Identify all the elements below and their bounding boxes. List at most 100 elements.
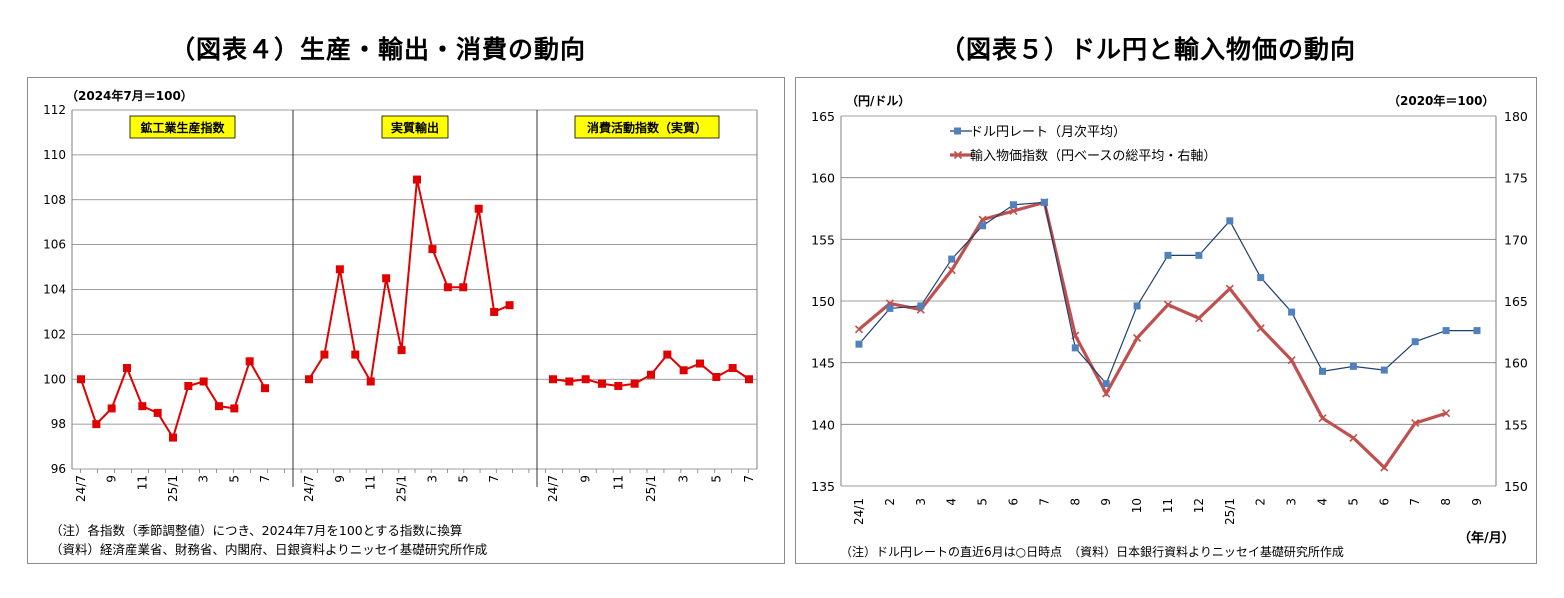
chart4-ytick-label: 108 [43,193,66,207]
chart4-xtick-label: 11 [611,475,625,490]
chart5-legend-marker [953,150,963,160]
chart4-note-2: （資料）経済産業省、財務省、内閣府、日銀資料よりニッセイ基礎研究所作成 [50,542,487,557]
chart4-xtick-label: 7 [258,475,272,483]
chart5-left-ytick-label: 140 [811,417,835,432]
chart5-data-point [1164,251,1172,259]
chart4-data-point [663,350,672,359]
chart4-ytick-label: 110 [43,148,66,162]
chart4-data-point [320,350,329,359]
chart5-data-point [1163,300,1173,309]
chart5-data-point [1318,414,1327,423]
chart5-xtick-label: 9 [1099,498,1113,506]
chart4-xtick-label: 3 [425,475,439,483]
chart4-ytick-label: 100 [43,372,66,386]
chart5-data-point [1287,356,1296,365]
chart5-data-point [1225,284,1234,293]
chart5-data-point [1040,198,1048,206]
chart4-title: （図表４）生産・輸出・消費の動向 [170,35,587,64]
chart5-data-point [1071,344,1079,352]
chart4-data-point [630,379,639,388]
chart5-data-point [1349,362,1357,370]
chart4-xtick-label: 24/7 [546,475,560,502]
chart5-xtick-label: 5 [976,498,990,506]
chart4-data-point [490,307,499,316]
chart5-data-point [1102,389,1111,398]
chart5-data-point [1288,308,1296,316]
chart4-xtick-label: 25/1 [395,475,409,502]
chart4-data-point [107,404,116,413]
chart4-xtick-label: 3 [197,475,211,483]
chart5-right-ytick-label: 155 [1504,417,1528,432]
chart5-left-ytick-label: 135 [811,479,835,494]
chart4-xtick-label: 5 [456,475,470,483]
chart4-data-point [598,379,606,388]
chart4-note-1: （注）各指数（季節調整値）につき、2024年7月を100とする指数に換算 [50,523,462,538]
chart5-data-point [855,340,863,348]
chart5-data-point [1380,366,1388,374]
chart4-data-point [230,404,239,413]
chart4-data-point [382,274,391,283]
chart4-data-point [92,420,101,429]
chart4-xtick-label: 9 [579,475,593,483]
chart5-legend-marker [954,127,961,135]
chart4-xtick-label: 25/1 [644,475,658,502]
chart4-data-point [443,283,452,292]
chart5-xtick-label: 25/1 [1223,498,1237,525]
chart5-xtick-label: 8 [1068,498,1082,506]
chart4-xtick-label: 11 [364,475,378,490]
chart5-xtick-label: 2 [1254,498,1268,506]
chart5-data-point [1380,463,1389,472]
chart5-panel: （円/ドル） （2020年＝100） （年/月） （注）ドル円レートの直近6月は… [795,77,1537,564]
chart4-data-point [305,375,313,384]
chart4-data-point [428,245,437,254]
chart4-xtick-label: 7 [487,475,501,483]
chart4-xtick-label: 24/7 [302,475,316,502]
chart5-data-point [1349,433,1358,442]
chart4-data-point [138,402,147,411]
chart4-data-point [153,408,162,417]
chart5-left-ytick-label: 145 [811,356,835,371]
chart5-xtick-label: 8 [1439,498,1453,506]
chart5-data-point [1319,367,1326,375]
chart5-xtick-label: 7 [1408,498,1422,506]
chart4-data-point [261,384,269,393]
chart4-panel-label-box [381,115,449,139]
chart5-note: （注）ドル円レートの直近6月は○日時点 （資料）日本銀行資料よりニッセイ基礎研究… [840,544,1344,559]
chart5-x-unit: （年/月） [1458,530,1515,546]
chart5-data-point [1010,201,1017,209]
chart4-data-point [647,370,655,379]
chart5-xtick-label: 5 [1346,498,1360,506]
chart5-data-point [854,325,864,334]
chart5-data-point [1133,302,1141,310]
chart5-data-point [886,304,894,312]
chart5-data-point [1194,314,1203,323]
chart5-data-point [1226,217,1234,225]
chart4-panel-label: 実質輸出 [391,120,439,135]
chart5-xtick-label: 3 [914,498,928,506]
chart5-legend-label: ドル円レート（月次平均） [970,124,1126,140]
chart5-data-point [1411,338,1419,346]
chart4-data-point [505,301,514,310]
chart5-right-ytick-label: 165 [1504,294,1528,309]
chart5-data-point [1009,206,1018,216]
chart5-data-point [1195,251,1203,259]
chart4-data-point [245,357,254,366]
chart4-data-point [169,433,177,442]
chart4-xtick-label: 5 [227,475,241,483]
chart5-right-unit: （2020年＝100） [1388,93,1494,108]
chart5-data-point [917,302,925,310]
chart4-series-line [308,179,510,385]
chart5-data-point [1411,419,1420,428]
chart5-data-point [948,255,956,263]
chart4-data-point [474,204,483,213]
chart5-xtick-label: 6 [1007,498,1021,506]
chart5-series-line [858,201,1477,385]
chart4-data-point [413,175,421,184]
chart4-panel: （2024年7月＝100） （注）各指数（季節調整値）につき、2024年7月を1… [27,77,785,564]
chart5-title: （図表５）ドル円と輸入物価の動向 [940,35,1357,64]
chart4-data-point [696,359,704,368]
chart5-legend-label: 輸入物価指数（円ベースの総平均・右軸） [970,149,1216,164]
chart4-unit-note: （2024年7月＝100） [66,88,193,103]
chart4-ytick-label: 104 [43,283,66,297]
chart5-data-point [1256,324,1265,333]
